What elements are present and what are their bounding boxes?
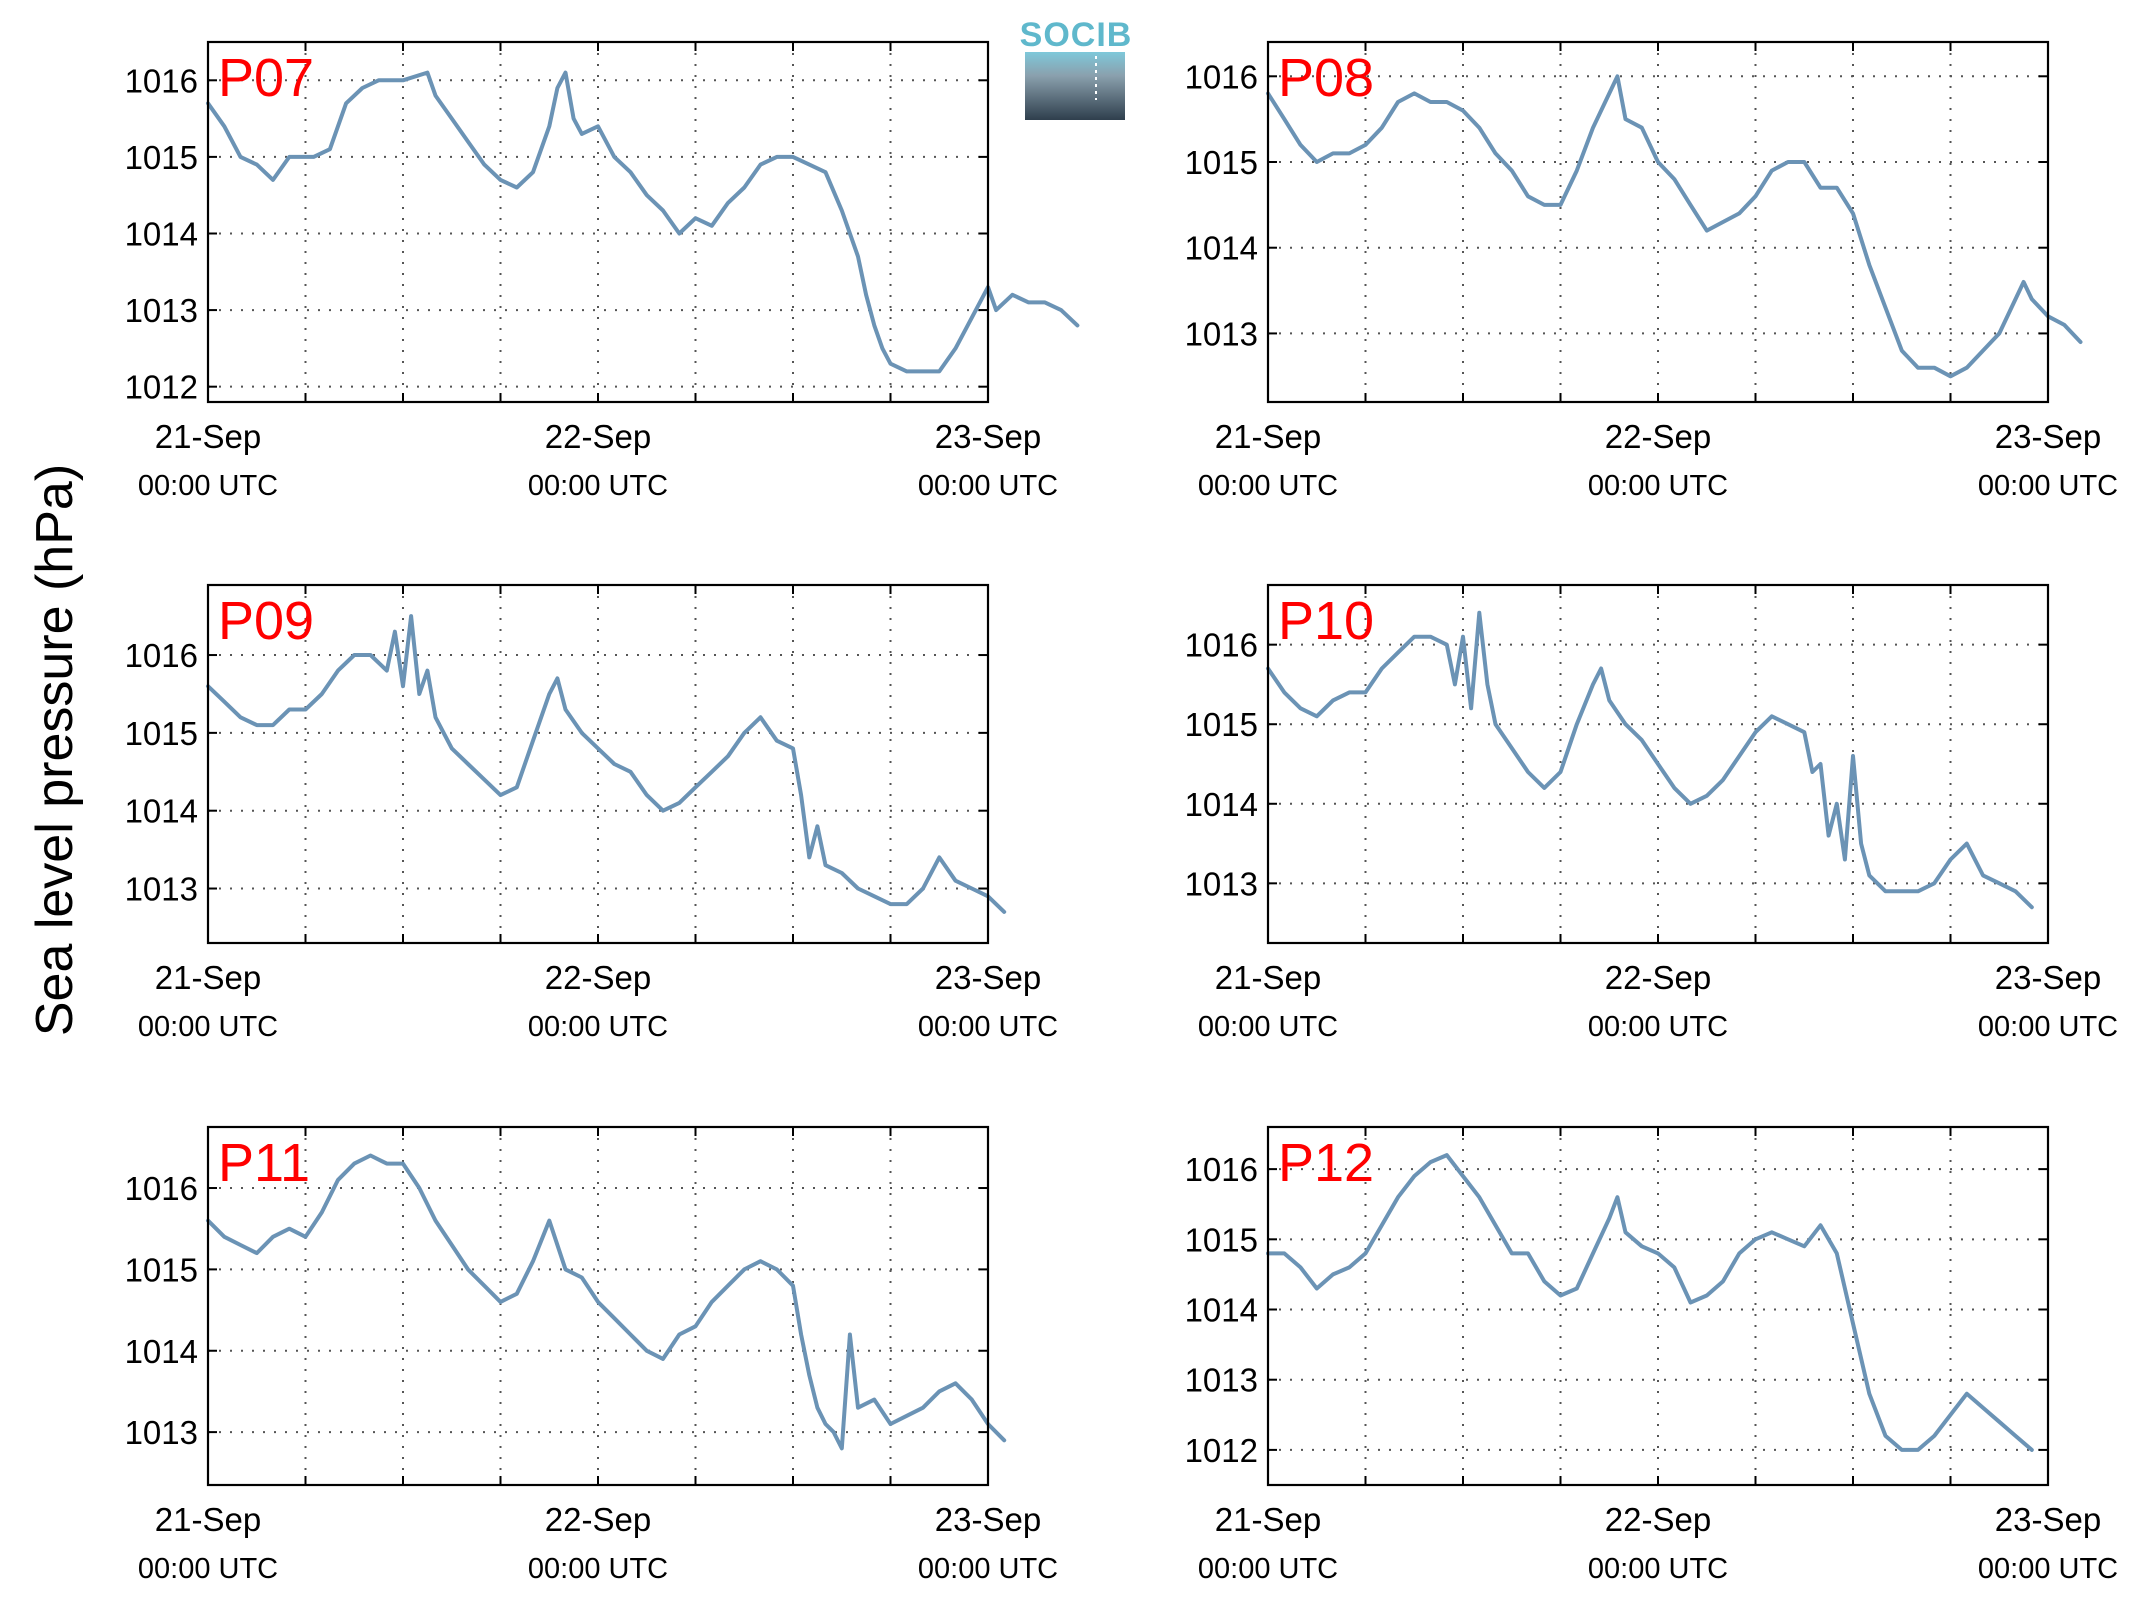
x-tick-date-label: 23-Sep	[935, 1501, 1041, 1538]
panel-label: P10	[1278, 591, 1374, 651]
x-tick-time-label: 00:00 UTC	[1978, 1011, 2118, 1043]
panel-label: P12	[1278, 1133, 1374, 1193]
x-tick-date-label: 22-Sep	[545, 959, 651, 996]
panel-p07: 1012 1013 1014 1015 1016 21-Sep 00:00 UTC 22-Se…	[125, 40, 1080, 502]
x-tick-time-label: 00:00 UTC	[1198, 470, 1338, 502]
x-tick-date-label: 21-Sep	[155, 418, 261, 455]
y-tick-label: 1016	[1185, 1151, 1258, 1188]
panel-p10: 1013 1014 1015 1016 21-Sep 00:00 UTC 22-Sep 00:…	[1185, 583, 2118, 1043]
x-tick-date-label: 22-Sep	[1605, 959, 1711, 996]
x-tick-time-label: 00:00 UTC	[528, 470, 668, 502]
panel-label: P09	[218, 591, 314, 651]
x-tick-date-label: 23-Sep	[1995, 959, 2101, 996]
axes-frame	[1266, 1125, 2050, 1487]
socib-logo: SOCIB	[1020, 16, 1133, 120]
y-tick-label: 1014	[125, 1333, 198, 1370]
x-tick-time-label: 00:00 UTC	[138, 1011, 278, 1043]
x-tick-time-label: 00:00 UTC	[1978, 470, 2118, 502]
series-line-p12	[1266, 1153, 2034, 1452]
x-tick-time-label: 00:00 UTC	[1978, 1553, 2118, 1585]
axes-frame	[206, 1125, 990, 1487]
x-tick-date-label: 21-Sep	[1215, 418, 1321, 455]
y-tick-label: 1013	[125, 292, 198, 329]
y-tick-label: 1014	[125, 215, 198, 252]
axes-frame	[206, 583, 990, 945]
axes-frame	[1266, 583, 2050, 945]
x-tick-date-label: 21-Sep	[1215, 1501, 1321, 1538]
series-line-p08	[1266, 74, 2083, 379]
x-tick-date-label: 23-Sep	[1995, 1501, 2101, 1538]
y-tick-label: 1013	[1185, 1362, 1258, 1399]
y-tick-label: 1014	[1185, 230, 1258, 267]
x-tick-date-label: 23-Sep	[1995, 418, 2101, 455]
panel-label: P07	[218, 48, 314, 108]
axes-frame	[206, 40, 990, 404]
x-tick-time-label: 00:00 UTC	[528, 1553, 668, 1585]
axes-frame	[1266, 40, 2050, 404]
y-tick-label: 1016	[125, 62, 198, 99]
y-tick-label: 1014	[1185, 1292, 1258, 1329]
y-tick-label: 1015	[1185, 144, 1258, 181]
x-tick-time-label: 00:00 UTC	[138, 470, 278, 502]
series-line-p10	[1266, 610, 2034, 910]
panel-label: P11	[218, 1133, 310, 1193]
panel-p12: 1012 1013 1014 1015 1016 21-Sep 00:00 UTC 22-Se…	[1185, 1125, 2118, 1585]
y-tick-label: 1016	[125, 1170, 198, 1207]
y-tick-label: 1015	[125, 1251, 198, 1288]
y-tick-label: 1015	[125, 715, 198, 752]
panel-label: P08	[1278, 48, 1374, 108]
y-tick-label: 1012	[1185, 1432, 1258, 1469]
y-tick-label: 1014	[125, 793, 198, 830]
socib-logo-text: SOCIB	[1020, 16, 1133, 54]
panel-p09: 1013 1014 1015 1016 21-Sep 00:00 UTC 22-Sep 00:…	[125, 583, 1058, 1043]
series-line-p09	[206, 614, 1007, 914]
x-tick-date-label: 23-Sep	[935, 959, 1041, 996]
x-tick-time-label: 00:00 UTC	[138, 1553, 278, 1585]
x-tick-date-label: 23-Sep	[935, 418, 1041, 455]
y-tick-label: 1012	[125, 369, 198, 406]
x-tick-time-label: 00:00 UTC	[1198, 1011, 1338, 1043]
x-tick-date-label: 21-Sep	[155, 1501, 261, 1538]
x-tick-time-label: 00:00 UTC	[528, 1011, 668, 1043]
y-tick-label: 1015	[1185, 1221, 1258, 1258]
y-axis-label: Sea level pressure (hPa)	[26, 464, 84, 1036]
x-tick-time-label: 00:00 UTC	[1198, 1553, 1338, 1585]
x-tick-date-label: 22-Sep	[1605, 418, 1711, 455]
panel-p11: 1013 1014 1015 1016 21-Sep 00:00 UTC 22-Sep 00:…	[125, 1125, 1058, 1585]
x-tick-date-label: 22-Sep	[545, 1501, 651, 1538]
x-tick-time-label: 00:00 UTC	[1588, 470, 1728, 502]
y-tick-label: 1015	[125, 139, 198, 176]
series-line-p07	[206, 70, 1080, 374]
x-tick-date-label: 21-Sep	[155, 959, 261, 996]
x-tick-time-label: 00:00 UTC	[1588, 1011, 1728, 1043]
x-tick-time-label: 00:00 UTC	[918, 1011, 1058, 1043]
x-tick-time-label: 00:00 UTC	[1588, 1553, 1728, 1585]
y-tick-label: 1015	[1185, 706, 1258, 743]
y-tick-label: 1013	[125, 871, 198, 908]
x-tick-date-label: 21-Sep	[1215, 959, 1321, 996]
series-line-p11	[206, 1153, 1007, 1451]
y-tick-label: 1014	[1185, 786, 1258, 823]
y-tick-label: 1016	[1185, 627, 1258, 664]
socib-logo-mark	[1025, 52, 1125, 120]
y-tick-label: 1016	[1185, 58, 1258, 95]
y-tick-label: 1013	[125, 1414, 198, 1451]
x-tick-date-label: 22-Sep	[1605, 1501, 1711, 1538]
y-tick-label: 1013	[1185, 315, 1258, 352]
x-tick-time-label: 00:00 UTC	[918, 1553, 1058, 1585]
y-tick-label: 1013	[1185, 865, 1258, 902]
panels: 1012 1013 1014 1015 1016 21-Sep 00:00 UTC 22-Se…	[125, 40, 2118, 1585]
y-tick-label: 1016	[125, 637, 198, 674]
x-tick-time-label: 00:00 UTC	[918, 470, 1058, 502]
x-tick-date-label: 22-Sep	[545, 418, 651, 455]
panel-p08: 1013 1014 1015 1016 21-Sep 00:00 UTC 22-Sep 00:…	[1185, 40, 2118, 502]
